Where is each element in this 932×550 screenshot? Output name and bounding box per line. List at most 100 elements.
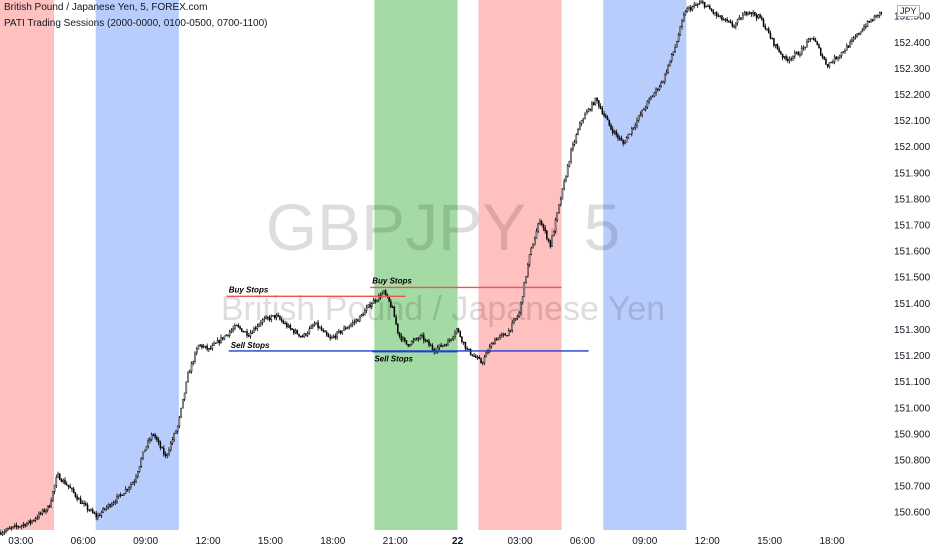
candle — [868, 20, 871, 23]
candle — [429, 344, 432, 347]
candle — [667, 65, 669, 73]
candle — [787, 59, 789, 61]
symbol-title[interactable]: British Pound / Japanese Yen, 5, FOREX.c… — [4, 2, 208, 13]
candle — [426, 339, 429, 342]
candle — [547, 238, 550, 242]
candle — [360, 314, 363, 317]
candle — [854, 36, 857, 39]
candle — [523, 282, 526, 297]
candle — [464, 341, 467, 349]
candle — [570, 149, 572, 162]
candle — [495, 338, 498, 341]
candle — [291, 328, 293, 330]
candle — [483, 356, 486, 363]
candle — [573, 141, 576, 145]
stop-level-label: Sell Stops — [374, 355, 413, 364]
candle — [802, 46, 805, 49]
candle — [247, 335, 250, 337]
candle — [639, 114, 642, 117]
candle — [402, 337, 404, 341]
candle — [117, 494, 120, 497]
candle — [163, 447, 165, 455]
candle — [237, 324, 240, 327]
candle — [310, 326, 312, 329]
candle — [57, 473, 59, 478]
candle — [788, 58, 791, 61]
candle — [88, 509, 91, 511]
price-tick-label: 152.100 — [894, 116, 931, 127]
candle — [17, 526, 19, 528]
candle — [313, 323, 316, 326]
candle — [104, 508, 106, 510]
candle — [459, 331, 461, 338]
candle — [263, 318, 266, 321]
candle — [171, 439, 174, 444]
candle — [783, 56, 786, 58]
candle — [199, 344, 201, 346]
time-tick-label: 18:00 — [819, 536, 844, 547]
candle — [490, 343, 493, 348]
candle — [527, 264, 529, 277]
candle — [293, 329, 295, 334]
candle — [331, 336, 333, 339]
candle — [161, 447, 163, 449]
candle — [740, 17, 742, 20]
candle — [46, 505, 49, 511]
candle — [674, 47, 676, 52]
candle — [168, 449, 170, 455]
candle — [502, 333, 505, 335]
stop-levels[interactable]: Buy Stops Buy Stops Sell Stops Sell Stops — [226, 276, 589, 364]
session-band — [374, 0, 458, 530]
candle — [8, 527, 11, 530]
candle — [279, 316, 281, 320]
candle — [591, 102, 593, 111]
candle — [345, 327, 347, 330]
candle — [391, 306, 394, 309]
candle — [48, 505, 51, 508]
candle — [409, 344, 411, 347]
price-axis[interactable]: 152.500 152.400 152.300 152.200 152.100 152.0… — [894, 12, 931, 519]
candle — [553, 231, 555, 237]
candle — [336, 331, 338, 338]
time-axis[interactable]: 03:00 06:00 09:00 12:00 15:00 18:00 21:00 22 03:… — [8, 536, 845, 547]
candle — [669, 60, 671, 66]
candle — [461, 336, 463, 342]
candle — [95, 513, 97, 518]
candle — [239, 326, 241, 329]
candle — [60, 479, 63, 482]
candle — [175, 430, 177, 434]
candle — [131, 482, 134, 485]
candle — [757, 14, 760, 19]
candle — [225, 334, 227, 337]
candle — [839, 55, 841, 58]
price-tick-label: 151.000 — [894, 403, 931, 414]
candle — [383, 290, 385, 294]
candle — [85, 503, 87, 506]
candle — [244, 331, 247, 333]
candle — [719, 15, 721, 17]
candle — [684, 11, 687, 16]
candle — [329, 336, 331, 339]
candle — [223, 335, 226, 340]
candle — [537, 223, 539, 232]
candle — [584, 113, 586, 120]
candle — [761, 17, 763, 20]
candle — [71, 487, 73, 490]
candle — [287, 325, 290, 328]
candle — [842, 51, 845, 53]
indicator-label[interactable]: PATI Trading Sessions (2000-0000, 0100-0… — [4, 18, 268, 29]
candle — [549, 240, 552, 247]
candle — [339, 330, 342, 334]
candle — [424, 339, 427, 342]
candle — [530, 247, 533, 255]
candle — [261, 319, 264, 323]
candle — [67, 484, 70, 487]
candle — [166, 453, 169, 457]
candle — [322, 330, 325, 332]
candle — [372, 299, 375, 304]
candle — [0, 532, 2, 535]
candle — [525, 276, 527, 283]
candle — [62, 479, 65, 482]
candle — [478, 356, 481, 359]
